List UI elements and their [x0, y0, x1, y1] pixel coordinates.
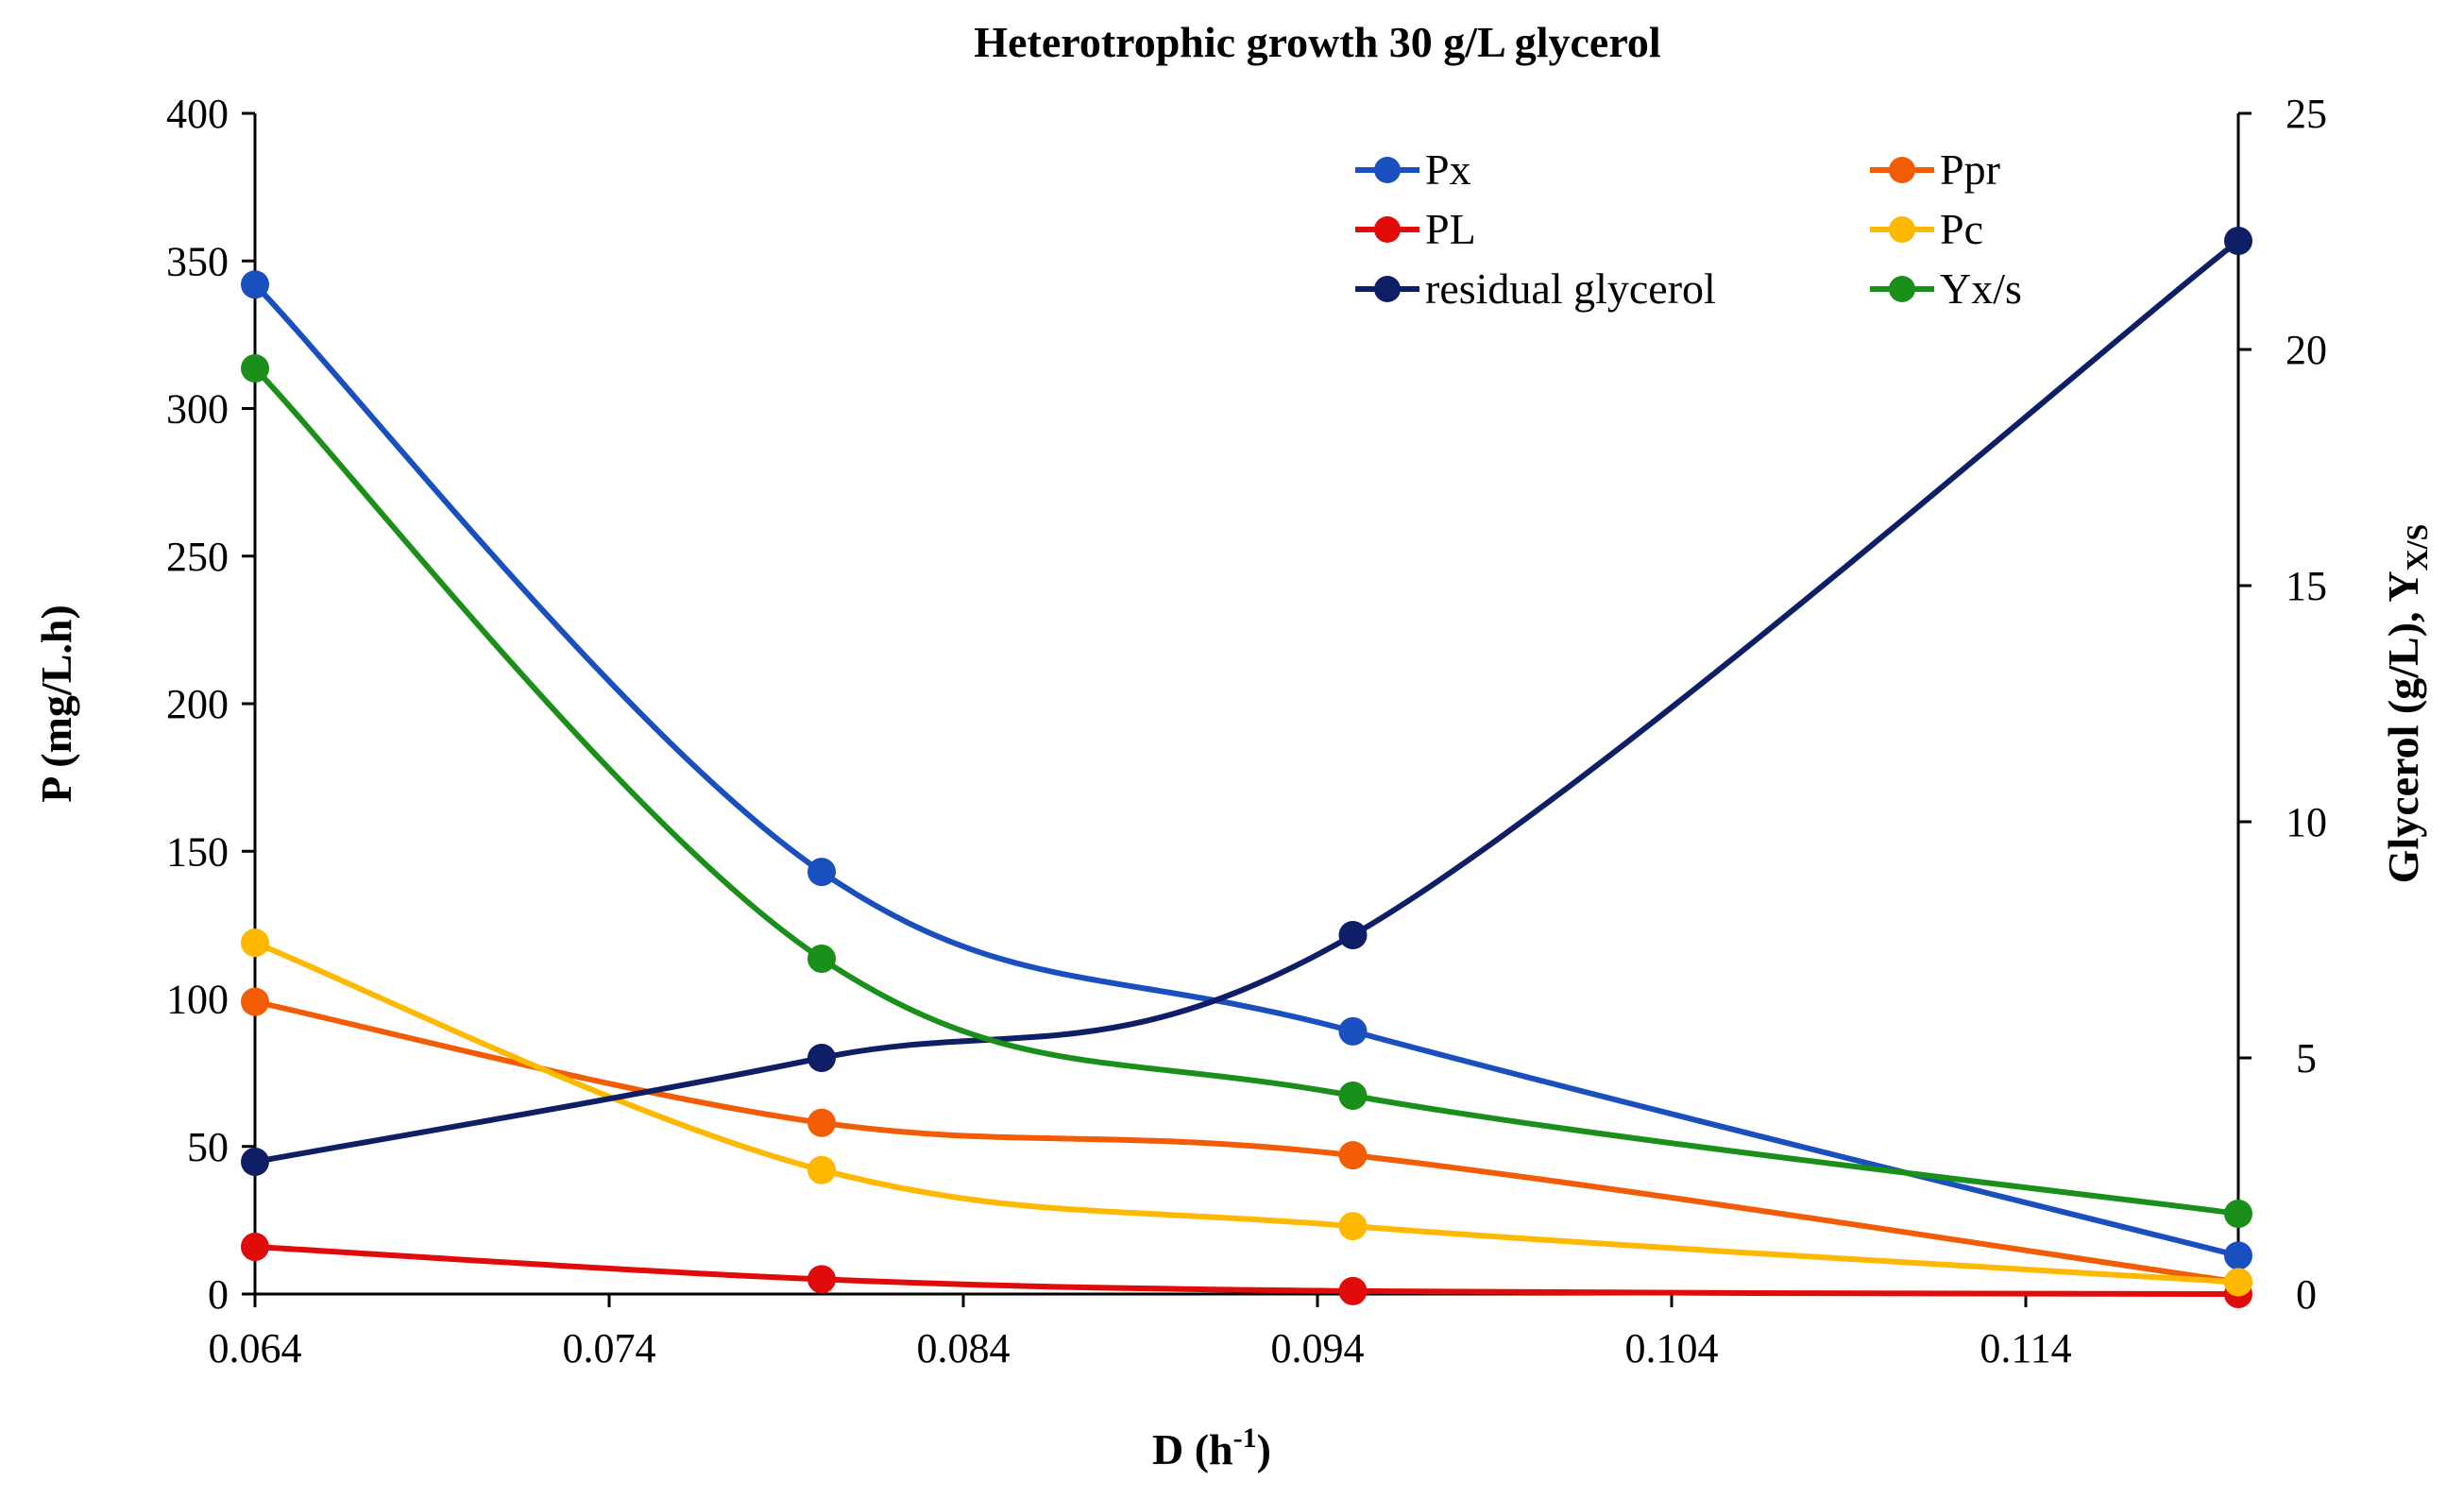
data-point-pc — [241, 928, 269, 958]
data-point-yx-s — [1338, 1082, 1368, 1110]
data-point-pl — [807, 1265, 836, 1294]
series-line-pl — [254, 1244, 2239, 1297]
data-point-pc — [807, 1155, 836, 1184]
y2-tick-label: 10 — [2286, 799, 2327, 845]
y2-axis-label: Glycerol (g/L), YX/S — [2379, 524, 2434, 884]
series-line-ppr — [254, 998, 2239, 1286]
ticks: 0 50 100 150 200 250 300 350 400 0 5 10 15 20 25 0.064 0… — [166, 91, 2327, 1371]
y2-tick-label: 15 — [2286, 563, 2327, 609]
y2-tick-label: 20 — [2286, 327, 2327, 373]
data-point-ppr — [1338, 1141, 1368, 1170]
y2-axis-label-sub: X/S — [2400, 524, 2434, 571]
data-point-yx-s — [2224, 1200, 2252, 1228]
x-tick-label: 0.094 — [1271, 1325, 1365, 1371]
data-point-yx-s — [807, 945, 836, 973]
series-line-residual-glycerol — [254, 238, 2240, 1165]
y-tick-label: 350 — [166, 238, 229, 284]
legend-label-yx-s: Yx/s — [1940, 264, 2022, 313]
y-tick-label: 0 — [208, 1271, 229, 1318]
y-tick-label: 100 — [166, 977, 229, 1023]
data-point-yx-s — [241, 354, 269, 383]
series-lines — [252, 238, 2240, 1297]
y2-tick-label: 5 — [2296, 1035, 2317, 1082]
data-point-pl — [1338, 1276, 1368, 1305]
data-point-ppr — [807, 1108, 836, 1137]
series-points — [241, 227, 2252, 1308]
legend: Px Ppr PL Pc residual glycerol Yx/s — [1355, 145, 2022, 313]
x-tick-label: 0.114 — [1980, 1325, 2071, 1371]
data-point-px — [807, 858, 836, 887]
y2-tick-label: 0 — [2296, 1271, 2317, 1318]
y-tick-label: 250 — [166, 534, 229, 580]
data-point-px — [241, 270, 269, 299]
legend-swatch-marker-pl — [1374, 216, 1401, 243]
x-tick-label: 0.084 — [917, 1325, 1011, 1371]
data-point-residual-glycerol — [1338, 921, 1368, 949]
x-tick-label: 0.104 — [1625, 1325, 1719, 1371]
x-axis-label: D (h-1) — [1152, 1422, 1271, 1473]
data-point-residual-glycerol — [2224, 227, 2252, 255]
legend-swatch-marker-px — [1374, 157, 1401, 183]
y2-tick-label: 25 — [2286, 91, 2327, 137]
legend-label-pl: PL — [1425, 205, 1476, 253]
x-axis-label-main: D (h — [1152, 1425, 1233, 1473]
legend-label-px: Px — [1425, 145, 1471, 194]
legend-swatch-marker-residual-glycerol — [1374, 276, 1401, 302]
x-axis-label-end: ) — [1257, 1425, 1271, 1473]
y-tick-label: 200 — [166, 681, 229, 727]
chart-title: Heterotrophic growth 30 g/L glycerol — [974, 18, 1660, 66]
data-point-pc — [2224, 1268, 2252, 1297]
y-tick-label: 150 — [166, 828, 229, 875]
data-point-pc — [1338, 1212, 1368, 1241]
data-point-px — [1338, 1016, 1368, 1046]
data-point-residual-glycerol — [241, 1148, 269, 1176]
legend-label-residual-glycerol: residual glycerol — [1425, 264, 1716, 313]
x-axis-label-sup: -1 — [1233, 1422, 1257, 1454]
x-tick-label: 0.064 — [209, 1325, 302, 1371]
y-axis-label: P (mg/L.h) — [32, 605, 80, 803]
x-tick-label: 0.074 — [563, 1325, 656, 1371]
data-point-px — [2224, 1241, 2252, 1270]
y-tick-label: 300 — [166, 386, 229, 433]
y2-axis-label-main: Glycerol (g/L), Y — [2379, 571, 2427, 883]
legend-swatch-marker-ppr — [1889, 157, 1915, 183]
y-tick-label: 50 — [187, 1124, 229, 1170]
legend-swatch-marker-pc — [1889, 216, 1915, 243]
data-point-ppr — [241, 987, 269, 1016]
legend-label-ppr: Ppr — [1940, 145, 2000, 194]
data-point-pl — [241, 1233, 269, 1261]
data-point-residual-glycerol — [807, 1044, 836, 1072]
legend-swatch-marker-yx-s — [1889, 276, 1915, 302]
legend-label-pc: Pc — [1940, 205, 1983, 253]
y-tick-label: 400 — [166, 91, 229, 137]
series-line-px — [252, 282, 2239, 1259]
series-line-yx-s — [252, 366, 2239, 1217]
series-line-pc — [253, 940, 2239, 1286]
